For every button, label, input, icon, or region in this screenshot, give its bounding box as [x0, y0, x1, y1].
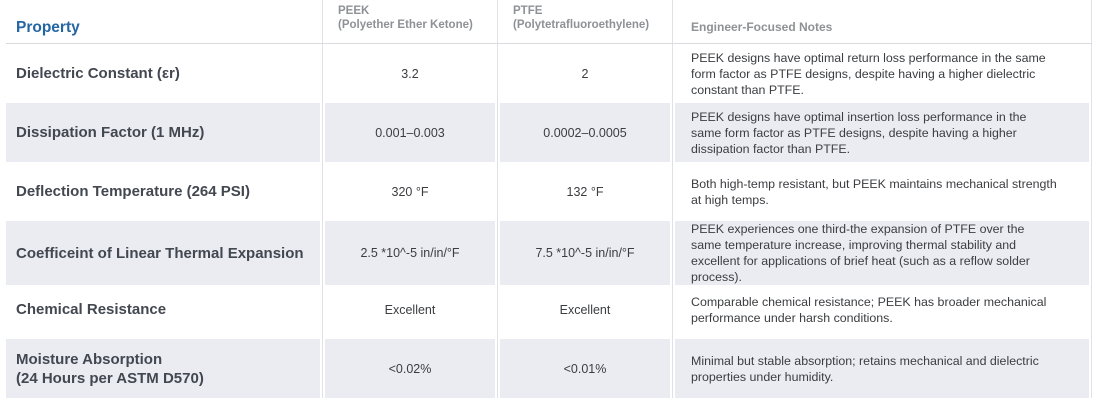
table-row: Dielectric Constant (εr) 3.2 2 PEEK desi… — [6, 44, 1092, 103]
ptfe-value-cell: 2 — [497, 44, 672, 103]
property-label: Coefficeint of Linear Thermal Expansion — [16, 244, 304, 262]
property-label: Dielectric Constant (εr) — [16, 65, 180, 82]
peek-header-subtitle: (Polyether Ether Ketone) — [338, 19, 473, 31]
property-label: Dissipation Factor (1 MHz) — [16, 124, 205, 141]
notes-text: Both high-temp resistant, but PEEK maint… — [691, 176, 1057, 207]
notes-cell: PEEK designs have optimal insertion loss… — [672, 103, 1092, 162]
property-cell: Moisture Absorption (24 Hours per ASTM D… — [6, 339, 322, 398]
property-cell: Deflection Temperature (264 PSI) — [6, 162, 322, 221]
ptfe-header-name: PTFE — [513, 5, 543, 17]
peek-value: 0.001–0.003 — [375, 125, 445, 140]
notes-text: Comparable chemical resistance; PEEK has… — [691, 294, 1047, 325]
notes-text: PEEK designs have optimal insertion loss… — [691, 109, 1027, 156]
table-row: Chemical Resistance Excellent Excellent … — [6, 280, 1092, 339]
peek-value-cell: 320 °F — [322, 162, 497, 221]
peek-value-cell: Excellent — [322, 280, 497, 339]
ptfe-value-cell: Excellent — [497, 280, 672, 339]
table-row: Deflection Temperature (264 PSI) 320 °F … — [6, 162, 1092, 221]
ptfe-value: 2 — [581, 66, 589, 81]
peek-value-cell: 2.5 *10^-5 in/in/°F — [322, 221, 497, 285]
notes-cell: Comparable chemical resistance; PEEK has… — [672, 280, 1092, 339]
notes-text: PEEK experiences one third-the expansion… — [691, 222, 1030, 284]
property-cell: Dielectric Constant (εr) — [6, 44, 322, 103]
notes-cell: Both high-temp resistant, but PEEK maint… — [672, 162, 1092, 221]
column-header-property: Property — [6, 0, 322, 43]
ptfe-value-cell: <0.01% — [497, 339, 672, 398]
property-label: Deflection Temperature (264 PSI) — [16, 183, 250, 200]
table-row: Moisture Absorption (24 Hours per ASTM D… — [6, 339, 1092, 398]
peek-value: 2.5 *10^-5 in/in/°F — [360, 246, 460, 260]
peek-value: Excellent — [384, 302, 436, 317]
column-header-notes: Engineer-Focused Notes — [672, 0, 1092, 43]
peek-value: 320 °F — [391, 184, 429, 199]
table-header-row: Property PEEK (Polyether Ether Ketone) P… — [6, 0, 1092, 44]
ptfe-value-cell: 132 °F — [497, 162, 672, 221]
peek-header-name: PEEK — [338, 5, 370, 17]
property-cell: Dissipation Factor (1 MHz) — [6, 103, 322, 162]
notes-text: PEEK designs have optimal return loss pe… — [691, 50, 1046, 97]
notes-cell: PEEK designs have optimal return loss pe… — [672, 44, 1092, 103]
notes-text: Minimal but stable absorption; retains m… — [691, 353, 1039, 384]
peek-value: 3.2 — [401, 66, 419, 81]
table-row: Dissipation Factor (1 MHz) 0.001–0.003 0… — [6, 103, 1092, 162]
ptfe-value: Excellent — [559, 302, 611, 317]
peek-value-cell: <0.02% — [322, 339, 497, 398]
comparison-table: Property PEEK (Polyether Ether Ketone) P… — [6, 0, 1092, 398]
notes-cell: Minimal but stable absorption; retains m… — [672, 339, 1092, 398]
ptfe-value: 7.5 *10^-5 in/in/°F — [535, 246, 635, 260]
property-label: Moisture Absorption (24 Hours per ASTM D… — [16, 350, 204, 387]
notes-header-label: Engineer-Focused Notes — [691, 20, 833, 34]
ptfe-value-cell: 0.0002–0.0005 — [497, 103, 672, 162]
ptfe-header-subtitle: (Polytetrafluoroethylene) — [513, 19, 650, 31]
ptfe-value: <0.01% — [563, 361, 607, 376]
ptfe-value: 132 °F — [566, 184, 604, 199]
column-header-ptfe: PTFE (Polytetrafluoroethylene) — [497, 0, 672, 43]
property-cell: Coefficeint of Linear Thermal Expansion — [6, 221, 322, 285]
ptfe-value: 0.0002–0.0005 — [543, 125, 627, 140]
property-cell: Chemical Resistance — [6, 280, 322, 339]
peek-value-cell: 3.2 — [322, 44, 497, 103]
ptfe-value-cell: 7.5 *10^-5 in/in/°F — [497, 221, 672, 285]
property-header-label: Property — [16, 19, 80, 36]
column-header-peek: PEEK (Polyether Ether Ketone) — [322, 0, 497, 43]
table-row: Coefficeint of Linear Thermal Expansion … — [6, 221, 1092, 285]
property-label: Chemical Resistance — [16, 301, 167, 318]
peek-value: <0.02% — [388, 361, 432, 376]
peek-value-cell: 0.001–0.003 — [322, 103, 497, 162]
notes-cell: PEEK experiences one third-the expansion… — [672, 221, 1092, 285]
